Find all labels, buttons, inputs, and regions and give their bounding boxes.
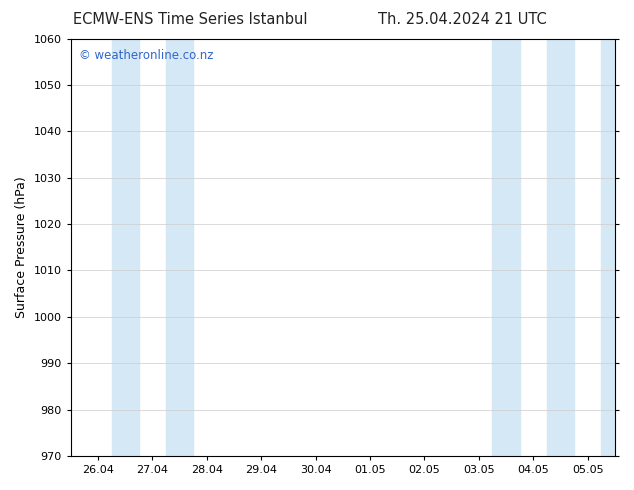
Bar [493,39,520,456]
Bar [547,39,574,456]
Bar [601,39,634,456]
Text: ECMW-ENS Time Series Istanbul: ECMW-ENS Time Series Istanbul [73,12,307,27]
Y-axis label: Surface Pressure (hPa): Surface Pressure (hPa) [15,176,28,318]
Text: Th. 25.04.2024 21 UTC: Th. 25.04.2024 21 UTC [378,12,547,27]
Bar [112,39,139,456]
Bar [166,39,193,456]
Text: © weatheronline.co.nz: © weatheronline.co.nz [79,49,214,62]
